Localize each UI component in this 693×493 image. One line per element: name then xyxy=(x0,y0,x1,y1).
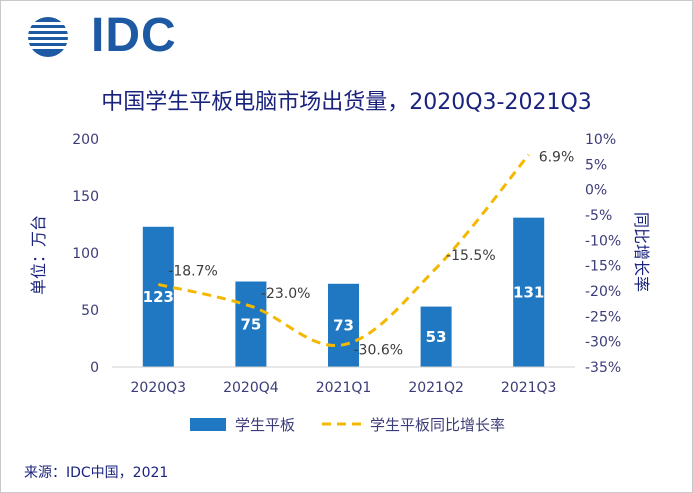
x-tick-label: 2021Q3 xyxy=(501,380,557,396)
legend-line-label: 学生平板同比增长率 xyxy=(370,416,505,434)
bar-2021Q1 xyxy=(328,283,359,367)
source-note: 来源：IDC中国，2021 xyxy=(24,465,169,481)
y2-tick-label: -25% xyxy=(585,309,621,325)
x-tick-label: 2021Q2 xyxy=(408,380,464,396)
y2-tick-label: 10% xyxy=(585,132,616,148)
growth-rate-labels: -18.7% -23.0% -30.6% -15.5% 6.9% xyxy=(168,150,574,359)
y-tick-label: 0 xyxy=(90,360,99,376)
bar-2020Q3 xyxy=(142,226,174,367)
growth-rate-label: -18.7% xyxy=(168,263,218,279)
x-tick-label: 2021Q1 xyxy=(316,380,372,396)
y2-tick-label: -30% xyxy=(585,335,621,351)
bar-2021Q3 xyxy=(513,217,545,367)
x-tick-label: 2020Q3 xyxy=(131,380,187,396)
y2-tick-label: -15% xyxy=(585,259,621,275)
bar-value-labels: 123 75 73 53 131 xyxy=(143,283,545,345)
bar-value-label: 53 xyxy=(426,328,447,346)
x-tick-label: 2020Q4 xyxy=(223,380,279,396)
bar-value-label: 123 xyxy=(143,288,174,306)
y2-tick-label: -10% xyxy=(585,233,621,249)
bar-value-label: 131 xyxy=(513,283,544,301)
growth-rate-label: -23.0% xyxy=(261,286,311,302)
y2-axis-title: 同比增长率 xyxy=(632,212,651,292)
globe-icon xyxy=(25,17,71,57)
y2-tick-label: -20% xyxy=(585,284,621,300)
y-tick-label: 150 xyxy=(72,189,99,205)
y-tick-label: 200 xyxy=(72,132,99,148)
legend-bar-swatch xyxy=(190,418,226,431)
legend: 学生平板 学生平板同比增长率 xyxy=(190,416,505,434)
right-axis-ticks: 10% 5% 0% -5% -10% -15% -20% -25% -30% -35% xyxy=(585,132,621,376)
bar-2020Q4 xyxy=(235,281,267,367)
idc-logo: IDC xyxy=(25,9,176,62)
legend-bar-label: 学生平板 xyxy=(235,416,295,434)
growth-rate-label: 6.9% xyxy=(539,150,575,166)
growth-rate-line xyxy=(157,153,530,348)
logo-text: IDC xyxy=(91,9,177,62)
y2-tick-label: 5% xyxy=(585,157,607,173)
growth-rate-label: -30.6% xyxy=(354,343,404,359)
growth-rate-label: -15.5% xyxy=(446,248,496,264)
y-tick-label: 100 xyxy=(72,246,99,262)
bar-series xyxy=(142,217,545,367)
y2-tick-label: -5% xyxy=(585,208,612,224)
x-axis-ticks: 2020Q3 2020Q4 2021Q1 2021Q2 2021Q3 xyxy=(131,380,557,396)
bar-2021Q2 xyxy=(420,306,452,367)
left-axis-ticks: 0 50 100 150 200 xyxy=(72,132,99,376)
bar-value-label: 75 xyxy=(240,315,261,333)
chart-title: 中国学生平板电脑市场出货量，2020Q3-2021Q3 xyxy=(101,90,592,115)
y-axis-title: 单位：万台 xyxy=(29,215,48,295)
y2-tick-label: -35% xyxy=(585,360,621,376)
y2-tick-label: 0% xyxy=(585,183,607,199)
bar-value-label: 73 xyxy=(333,316,354,334)
y-tick-label: 50 xyxy=(81,303,99,319)
